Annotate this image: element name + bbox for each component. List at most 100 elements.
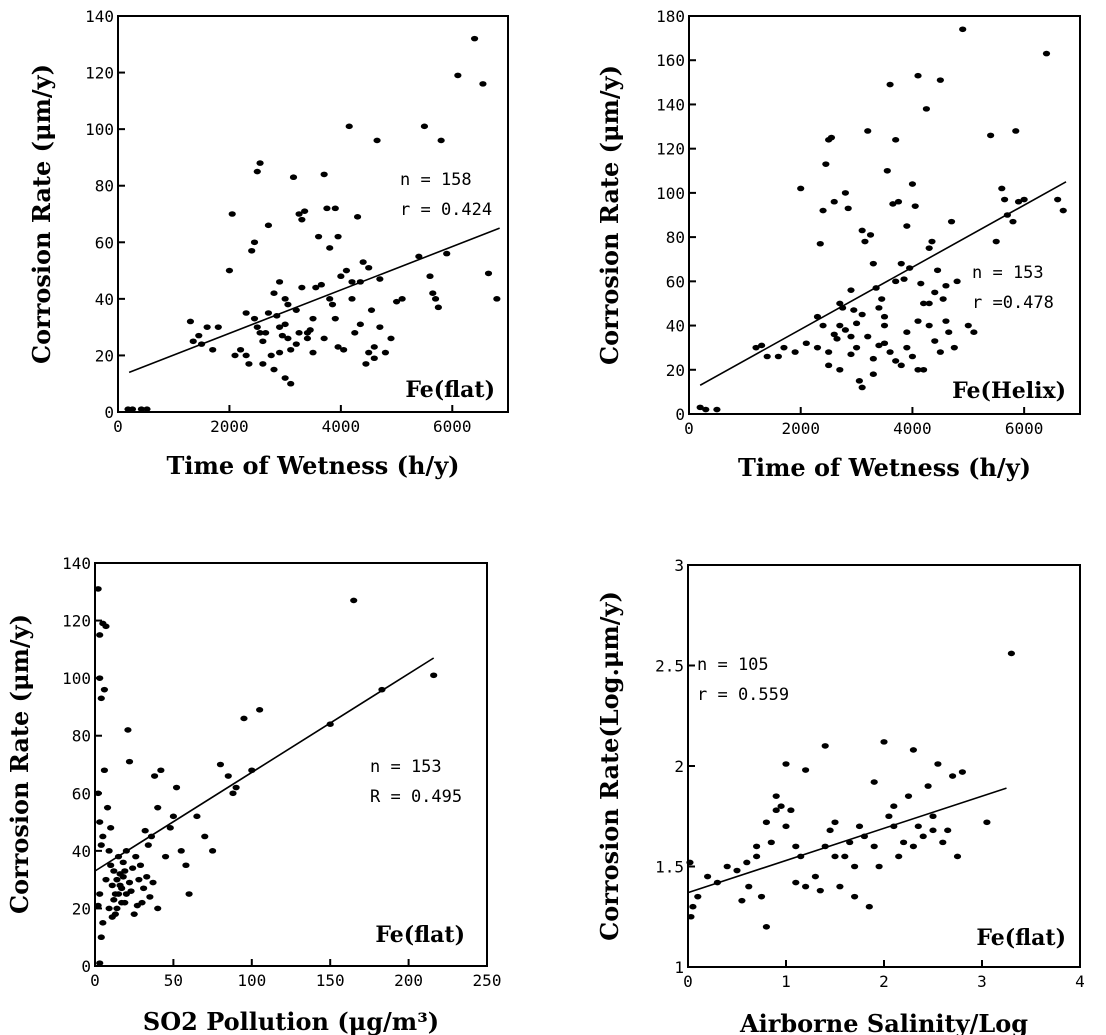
data-point: [201, 833, 209, 840]
data-point: [908, 353, 917, 360]
y-tick-label: 2.5: [655, 657, 684, 676]
data-point: [367, 307, 376, 313]
data-point: [802, 883, 810, 890]
data-point: [203, 324, 211, 330]
data-point: [920, 300, 928, 307]
data-point: [998, 185, 1006, 192]
data-point: [1012, 128, 1020, 134]
data-point: [851, 893, 859, 900]
data-point: [883, 167, 891, 174]
data-point: [248, 247, 256, 254]
data-point: [320, 335, 328, 342]
data-point: [819, 207, 827, 214]
data-point: [209, 346, 217, 353]
plot-frame: [688, 15, 1081, 415]
data-point: [392, 298, 401, 305]
x-tick-label: 0: [90, 971, 100, 990]
data-point: [284, 335, 292, 342]
x-tick-label: 2000: [210, 417, 249, 436]
x-tick-label: 50: [164, 971, 183, 990]
data-point: [953, 853, 962, 860]
data-point: [713, 879, 722, 886]
x-tick-label: 3: [977, 972, 987, 991]
data-point: [259, 361, 267, 367]
data-point: [381, 349, 390, 356]
data-point: [813, 313, 822, 320]
data-point: [143, 406, 151, 412]
data-point: [96, 819, 104, 825]
data-point: [97, 842, 105, 848]
data-point: [97, 695, 105, 702]
data-point: [242, 310, 250, 316]
regression-line: [128, 227, 500, 374]
data-point: [931, 338, 939, 344]
data-point: [107, 862, 115, 869]
stat-annotation: r =0.478: [972, 293, 1054, 313]
data-point: [762, 819, 771, 826]
data-point: [143, 873, 151, 880]
plot-frame: [94, 562, 488, 967]
data-point: [356, 279, 364, 285]
data-point: [791, 349, 799, 355]
data-point: [904, 793, 913, 799]
data-point: [743, 859, 751, 866]
y-tick-label: 80: [95, 177, 114, 196]
data-point: [224, 773, 232, 779]
x-tick-label: 2000: [781, 419, 820, 438]
data-point: [908, 181, 917, 187]
data-point: [326, 245, 334, 251]
data-point: [114, 853, 123, 860]
data-point: [827, 134, 836, 141]
y-tick-label: 80: [72, 727, 91, 746]
data-point: [950, 344, 958, 351]
data-point: [870, 779, 878, 785]
stat-annotation: n = 153: [972, 263, 1044, 283]
y-tick-label: 100: [85, 120, 114, 139]
data-point: [197, 341, 206, 347]
data-point: [195, 332, 203, 339]
data-point: [1042, 50, 1051, 57]
y-tick-label: 160: [656, 51, 685, 70]
data-point: [875, 342, 883, 349]
data-point: [136, 862, 145, 869]
data-point: [225, 267, 234, 274]
data-point: [110, 896, 118, 903]
data-point: [802, 340, 810, 347]
data-point: [125, 758, 134, 765]
x-tick-label: 100: [237, 971, 266, 990]
data-point: [855, 378, 863, 384]
data-point: [118, 899, 126, 906]
data-point: [825, 362, 833, 369]
data-point: [94, 790, 102, 797]
data-point: [434, 304, 442, 311]
data-point: [944, 827, 952, 834]
data-point: [100, 767, 109, 774]
data-point: [362, 361, 370, 367]
data-point: [102, 876, 110, 883]
data-point: [825, 349, 833, 355]
data-point: [169, 813, 177, 820]
data-point: [240, 715, 248, 722]
data-point: [880, 340, 889, 347]
data-point: [108, 914, 116, 920]
data-point: [875, 305, 883, 311]
data-point: [945, 329, 953, 335]
data-point: [850, 307, 858, 313]
data-point: [702, 406, 710, 413]
y-tick-label: 140: [85, 7, 114, 26]
data-point: [119, 859, 127, 866]
data-point: [295, 330, 303, 336]
data-point: [959, 26, 967, 33]
data-point: [892, 137, 900, 143]
data-point: [365, 264, 373, 271]
y-tick-label: 100: [656, 184, 685, 203]
data-point: [774, 353, 782, 360]
panel-label: Fe(Helix): [952, 378, 1066, 404]
data-point: [250, 315, 259, 322]
data-point: [113, 876, 121, 883]
data-point: [782, 823, 790, 830]
data-point: [353, 214, 362, 220]
data-point: [895, 853, 903, 860]
data-point: [328, 301, 337, 308]
